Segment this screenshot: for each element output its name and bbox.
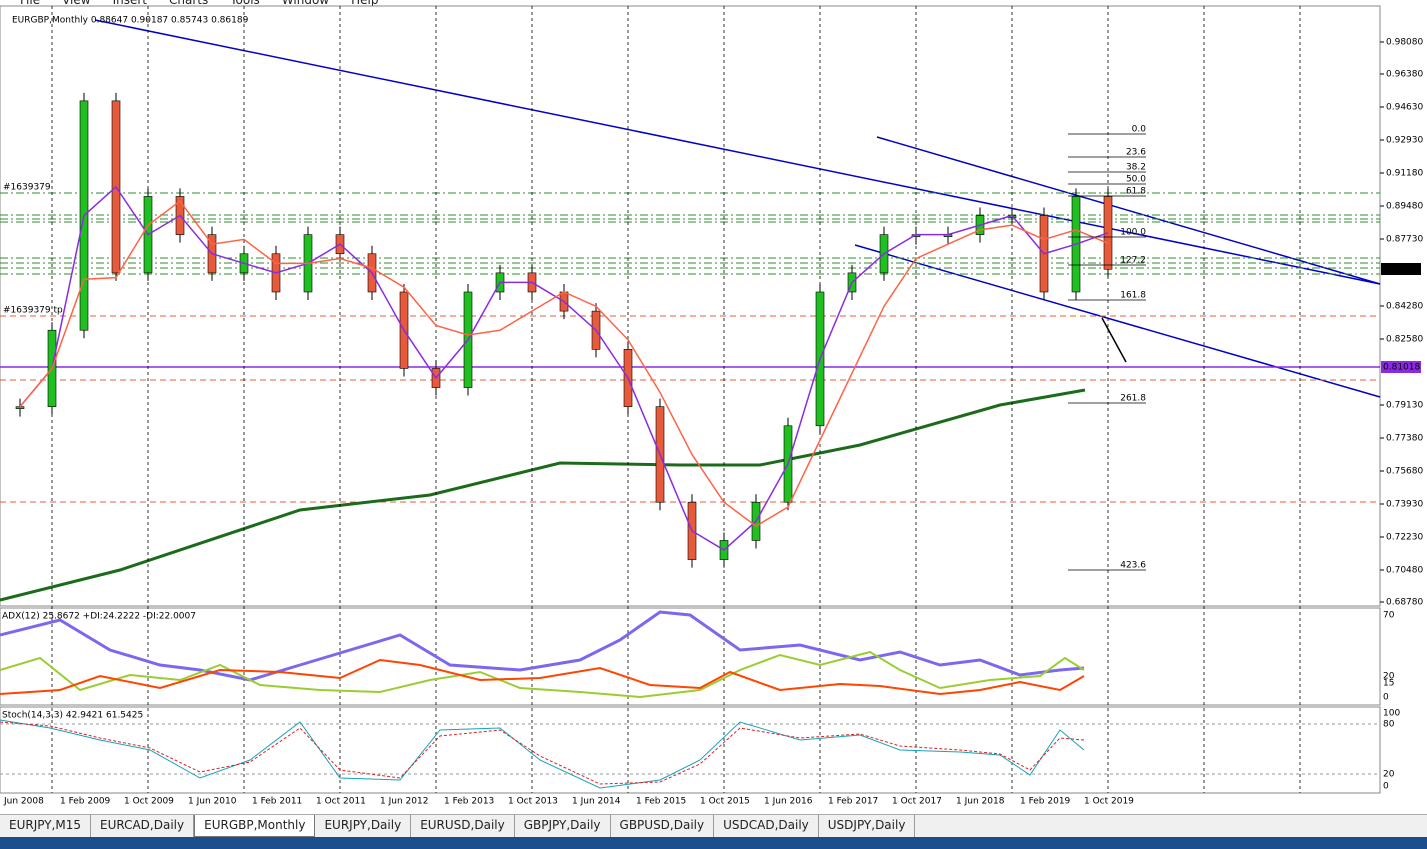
date-label: 1 Feb 2015 [636, 797, 686, 807]
menu-item[interactable]: File [20, 0, 41, 7]
stoch-tick: 0 [1383, 782, 1389, 792]
date-label: 1 Oct 2013 [508, 797, 558, 807]
order-label: #1639379 tp [3, 306, 63, 316]
menu-item[interactable]: Tools [230, 0, 260, 7]
date-label: 1 Jun 2012 [380, 797, 428, 807]
date-label: 1 Feb 2009 [60, 797, 111, 807]
chart-tab[interactable]: EURJPY,Daily [315, 815, 412, 837]
chart-tab[interactable]: USDJPY,Daily [819, 815, 916, 837]
date-label: 1 Jun 2010 [188, 797, 237, 807]
price-tick-label: 0.75680 [1386, 467, 1423, 477]
chart-header: EURGBP,Monthly 0.88647 0.90187 0.85743 0… [12, 16, 249, 26]
date-label: 1 Jun 2016 [764, 797, 813, 807]
date-label: 1 Jun 2014 [572, 797, 621, 807]
price-box [1381, 361, 1421, 373]
price-box-label: 0.86183 [1383, 265, 1420, 275]
price-tick-label: 0.77380 [1386, 434, 1423, 444]
date-label: 1 Oct 2011 [316, 797, 366, 807]
price-tick-label: 0.84280 [1386, 302, 1423, 312]
stoch-tick: 20 [1383, 770, 1395, 780]
fib-label: 261.8 [1120, 394, 1146, 404]
price-tick-label: 0.82580 [1386, 335, 1423, 345]
date-label: 1 Feb 2011 [252, 797, 302, 807]
date-label: 1 Oct 2019 [1084, 797, 1134, 807]
price-tick-label: 0.70480 [1386, 566, 1423, 576]
menu-item[interactable]: Window [281, 0, 330, 7]
price-box-label: 0.81018 [1383, 363, 1420, 373]
price-box [1381, 263, 1421, 275]
adx-frame [0, 607, 1381, 706]
chart-tab[interactable]: EURJPY,M15 [0, 815, 91, 837]
menu-item[interactable]: Insert [112, 0, 147, 7]
adx-tick: 0 [1383, 693, 1389, 703]
price-tick-label: 0.92930 [1386, 136, 1423, 146]
fib-label: 161.8 [1120, 291, 1146, 301]
fib-label: 127.2 [1120, 256, 1146, 266]
date-label: 1 Oct 2015 [700, 797, 750, 807]
trend-lines [0, 19, 1381, 602]
date-label: 1 Feb 2019 [1020, 797, 1071, 807]
stoch-tick: 100 [1383, 709, 1400, 719]
date-label: 1 Oct 2017 [892, 797, 942, 807]
chart-tab[interactable]: GBPUSD,Daily [611, 815, 715, 837]
price-tick-label: 0.98080 [1386, 38, 1423, 48]
chart-tabs: EURJPY,M15 EURCAD,Daily EURGBP,Monthly EURJ… [0, 814, 1427, 837]
price-tick-label: 0.68780 [1386, 598, 1423, 608]
adx-label: ADX(12) 25.8672 +DI:24.2222 -DI:22.0007 [2, 612, 196, 622]
stoch-frame [0, 706, 1381, 794]
moving-average [19, 200, 1109, 528]
fib-label: 423.6 [1120, 561, 1146, 571]
fib-label: 100.0 [1120, 228, 1146, 238]
chart-tab[interactable]: USDCAD,Daily [714, 815, 819, 837]
chart-window: EURGBP,Monthly 0.88647 0.90187 0.85743 0… [0, 5, 1423, 807]
price-tick-label: 0.89480 [1386, 202, 1423, 212]
labels: EURGBP,Monthly 0.88647 0.90187 0.85743 0… [2, 16, 1423, 807]
price-tick-label: 0.79130 [1386, 401, 1423, 411]
menu-bar: File View Insert Charts Tools Window Help [0, 0, 379, 7]
menu-item[interactable]: Help [351, 0, 379, 7]
stoch-label: Stoch(14,3,3) 42.9421 61.5425 [2, 711, 143, 721]
chart-tab[interactable]: GBPJPY,Daily [515, 815, 611, 837]
adx-tick: 20 [1383, 672, 1395, 682]
date-label: 1 Jun 2018 [956, 797, 1005, 807]
candle [15, 406, 25, 409]
date-label: 1 Feb 2013 [444, 797, 494, 807]
moving-average [19, 185, 1109, 551]
taskbar [0, 837, 1427, 849]
fib-label: 38.2 [1126, 163, 1146, 173]
price-tick-label: 0.91180 [1386, 169, 1423, 179]
price-tick-label: 0.94630 [1386, 103, 1423, 113]
stoch-tick: 80 [1383, 720, 1395, 730]
price-tick-label: 0.87730 [1386, 235, 1423, 245]
date-label: 1 Oct 2009 [124, 797, 174, 807]
fib-label: 61.8 [1126, 187, 1146, 197]
price-tick-label: 0.96380 [1386, 70, 1423, 80]
date-grid [0, 6, 1380, 793]
adx-tick: 15 [1383, 679, 1394, 689]
chart-tab[interactable]: EURUSD,Daily [411, 815, 515, 837]
date-label: 1 Feb 2017 [828, 797, 878, 807]
chart-tab[interactable]: EURCAD,Daily [91, 815, 195, 837]
menu-item[interactable]: View [62, 0, 91, 7]
date-label: Jun 2008 [3, 797, 44, 807]
fib-label: 23.6 [1126, 148, 1146, 158]
fib-label: 0.0 [1132, 125, 1147, 135]
fib-label: 50.0 [1126, 175, 1146, 185]
order-label: #1639379 [3, 183, 51, 193]
chart-tab[interactable]: EURGBP,Monthly [194, 815, 316, 837]
adx-tick: 70 [1383, 611, 1395, 621]
indicator-lines [0, 610, 1085, 789]
menu-item[interactable]: Charts [169, 0, 209, 7]
price-marks [15, 92, 1113, 568]
price-tick-label: 0.73930 [1386, 500, 1423, 510]
price-tick-label: 0.72230 [1386, 533, 1423, 543]
